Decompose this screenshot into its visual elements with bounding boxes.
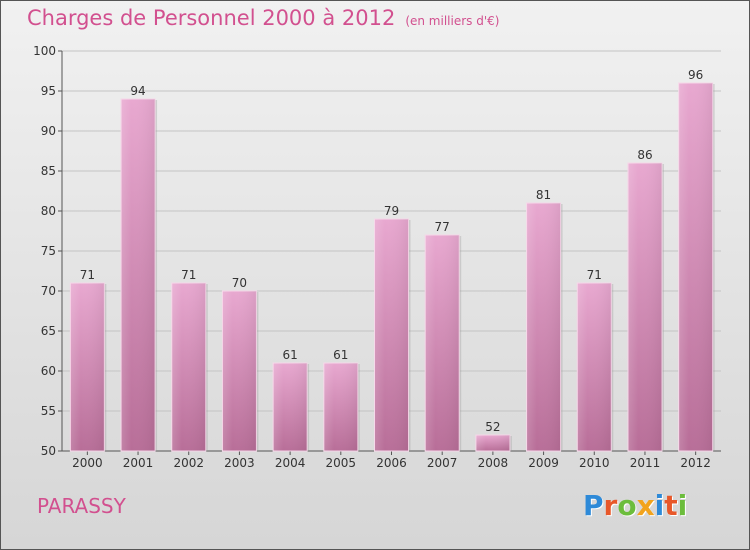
labels: 50 55 60 65 70 75 80 85 90 95 100 71 2000 94 2001 71 200…: [33, 44, 711, 470]
logo-letter: t: [664, 489, 678, 522]
bar-value-label: 71: [80, 268, 95, 282]
x-tick-label: 2012: [680, 456, 711, 470]
x-tick-label: 2004: [275, 456, 306, 470]
bar-value-label: 94: [130, 84, 145, 98]
bar-shine: [627, 163, 662, 451]
x-tick-label: 2007: [427, 456, 458, 470]
y-tick-label: 95: [41, 84, 56, 98]
bar-value-label: 71: [181, 268, 196, 282]
x-tick-label: 2008: [478, 456, 509, 470]
bar-value-label: 81: [536, 188, 551, 202]
bar-shine: [577, 283, 612, 451]
x-tick-label: 2011: [630, 456, 661, 470]
bar-shine: [70, 283, 105, 451]
bar-shine: [425, 235, 460, 451]
bar-shine: [678, 83, 713, 451]
bar-shine: [526, 203, 561, 451]
bar-value-label: 79: [384, 204, 399, 218]
commune-name: PARASSY: [37, 494, 126, 518]
x-tick-label: 2005: [326, 456, 357, 470]
y-tick-label: 90: [41, 124, 56, 138]
bar-shine: [273, 363, 308, 451]
y-tick-label: 50: [41, 444, 56, 458]
x-tick-label: 2010: [579, 456, 610, 470]
x-tick-label: 2000: [72, 456, 103, 470]
y-tick-label: 85: [41, 164, 56, 178]
bar-value-label: 77: [435, 220, 450, 234]
bars: [69, 82, 715, 452]
y-tick-label: 60: [41, 364, 56, 378]
chart-title: Charges de Personnel 2000 à 2012 (en mill…: [27, 6, 499, 30]
x-tick-label: 2009: [528, 456, 559, 470]
bar-shine: [171, 283, 206, 451]
y-tick-label: 70: [41, 284, 56, 298]
bar-value-label: 70: [232, 276, 247, 290]
logo-letter: r: [603, 489, 618, 522]
bar-shine: [121, 99, 156, 451]
logo-letter: o: [617, 489, 637, 522]
bar-value-label: 96: [688, 68, 703, 82]
y-tick-label: 55: [41, 404, 56, 418]
proxiti-logo: Proxiti: [583, 489, 687, 522]
x-tick-label: 2006: [376, 456, 407, 470]
y-tick-label: 65: [41, 324, 56, 338]
x-tick-label: 2001: [123, 456, 154, 470]
y-tick-label: 75: [41, 244, 56, 258]
chart-title-text: Charges de Personnel 2000 à 2012: [27, 6, 396, 30]
x-tick-label: 2002: [173, 456, 204, 470]
chart-title-unit: (en milliers d'€): [405, 14, 500, 28]
bar-shine: [374, 219, 409, 451]
bar-shine: [222, 291, 257, 451]
y-tick-label: 100: [33, 44, 56, 58]
logo-letter: i: [654, 489, 665, 522]
logo-letter: x: [636, 489, 655, 522]
logo-letter: P: [583, 489, 604, 522]
bar-value-label: 52: [485, 420, 500, 434]
y-tick-label: 80: [41, 204, 56, 218]
x-tick-label: 2003: [224, 456, 255, 470]
bar-shine: [323, 363, 358, 451]
bar-value-label: 61: [282, 348, 297, 362]
logo-letter: i: [677, 489, 688, 522]
bar-value-label: 86: [637, 148, 652, 162]
bar-value-label: 71: [587, 268, 602, 282]
bar-shine: [475, 435, 510, 451]
bar-value-label: 61: [333, 348, 348, 362]
